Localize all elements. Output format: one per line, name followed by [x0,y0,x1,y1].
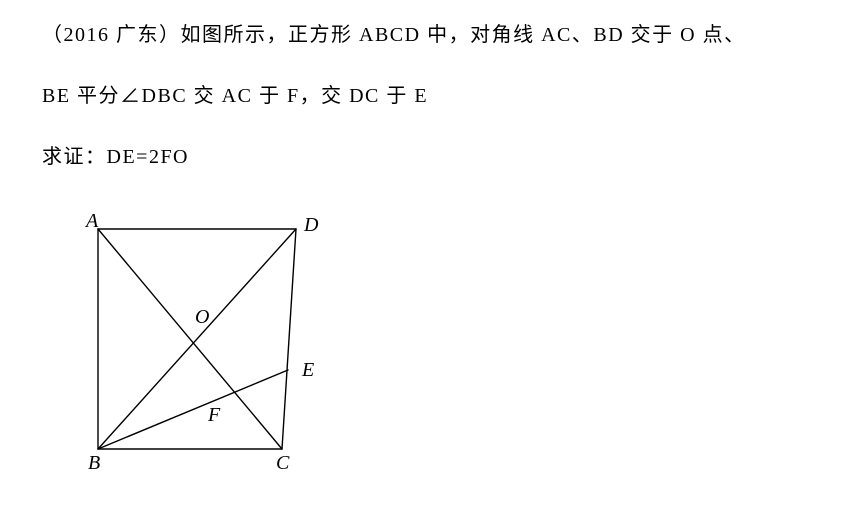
svg-text:D: D [303,214,319,236]
svg-text:A: A [84,210,99,232]
geometry-figure: A D B C O E F [48,201,842,490]
geometry-svg: A D B C O E F [48,201,350,485]
svg-text:B: B [88,452,100,474]
problem-line-2: BE 平分∠DBC 交 AC 于 F，交 DC 于 E [42,79,842,108]
svg-text:E: E [301,359,314,381]
svg-text:F: F [207,404,221,426]
problem-source: （2016 广东） [42,24,181,46]
svg-text:C: C [276,452,290,474]
svg-text:O: O [195,306,209,328]
problem-line-1-rest: 如图所示，正方形 ABCD 中，对角线 AC、BD 交于 O 点、 [181,24,746,46]
problem-line-3: 求证：DE=2FO [42,140,842,169]
problem-line-1: （2016 广东）如图所示，正方形 ABCD 中，对角线 AC、BD 交于 O … [42,18,842,47]
page-root: （2016 广东）如图所示，正方形 ABCD 中，对角线 AC、BD 交于 O … [0,0,842,490]
